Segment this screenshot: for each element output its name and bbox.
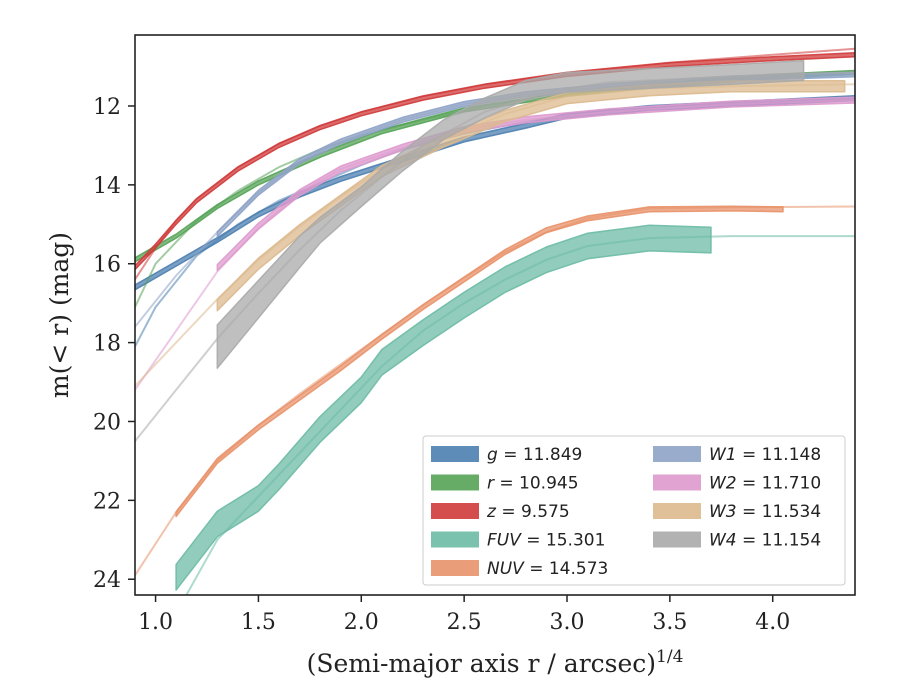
x-tick-label: 2.0 [344,610,379,635]
legend-label: W4 = 11.154 [709,531,821,551]
legend-item-W2: W2 = 11.710 [653,474,821,494]
x-tick-label: 1.5 [241,610,276,635]
legend-swatch [653,446,701,462]
legend-swatch [431,446,479,462]
x-tick-label: 3.0 [550,610,585,635]
legend-box [422,435,846,586]
legend-item-r: r = 10.945 [431,474,579,494]
y-axis: 12 14 16 18 20 22 24 [93,95,135,593]
y-tick-label: 18 [93,332,121,357]
legend-label: W1 = 11.148 [709,445,821,465]
series-4-data-band [175,205,784,518]
legend-swatch [653,503,701,519]
x-axis-title: (Semi-major axis r / arcsec)1/4 [307,647,684,678]
legend-item-z: z = 9.575 [431,502,570,522]
x-axis: 1.0 1.5 2.0 2.5 3.0 3.5 4.0 [138,595,790,635]
legend-item-W3: W3 = 11.534 [653,502,821,522]
legend-label: z = 9.575 [486,502,570,522]
series-3-data-band [175,224,712,591]
x-axis-title-exponent: 1/4 [656,647,683,667]
legend-item-g: g = 11.849 [431,445,582,465]
y-tick-label: 16 [93,253,121,278]
legend-item-FUV: FUV = 15.301 [431,531,605,551]
x-tick-label: 1.0 [138,610,173,635]
series-6-data-band [216,96,855,272]
legend-swatch [653,531,701,548]
legend-swatch [431,503,479,519]
x-tick-label: 3.5 [652,610,687,635]
legend-item-W1: W1 = 11.148 [653,445,821,465]
x-axis-title-text: (Semi-major axis r / arcsec) [307,649,656,678]
legend-label: g = 11.849 [487,445,582,465]
legend-label: NUV = 14.573 [487,559,608,579]
y-tick-label: 20 [93,410,121,435]
legend-item-NUV: NUV = 14.573 [431,559,608,579]
legend-label: W3 = 11.534 [709,502,821,522]
series-5-data-band [216,71,855,238]
y-tick-label: 24 [93,568,121,593]
plot-area [135,47,855,595]
legend-label: FUV = 15.301 [487,531,605,551]
legend-label: r = 10.945 [487,474,579,494]
y-tick-label: 22 [93,489,121,514]
x-tick-label: 2.5 [447,610,482,635]
legend: g = 11.849 r = 10.945 z = 9.575 FUV = 15.30… [422,435,846,586]
y-axis-title: m(< r) (mag) [45,232,74,398]
legend-swatch [431,531,479,548]
series-8-data-band [216,59,805,369]
x-tick-label: 4.0 [755,610,790,635]
legend-label: W2 = 11.710 [709,474,821,494]
legend-swatch [431,560,479,576]
legend-swatch [431,474,479,491]
legend-swatch [653,474,701,491]
axes-frame [134,34,856,596]
series-2-data-band [135,51,855,271]
legend-item-W4: W4 = 11.154 [653,531,821,551]
y-tick-label: 14 [93,174,121,199]
y-tick-label: 12 [93,95,121,120]
